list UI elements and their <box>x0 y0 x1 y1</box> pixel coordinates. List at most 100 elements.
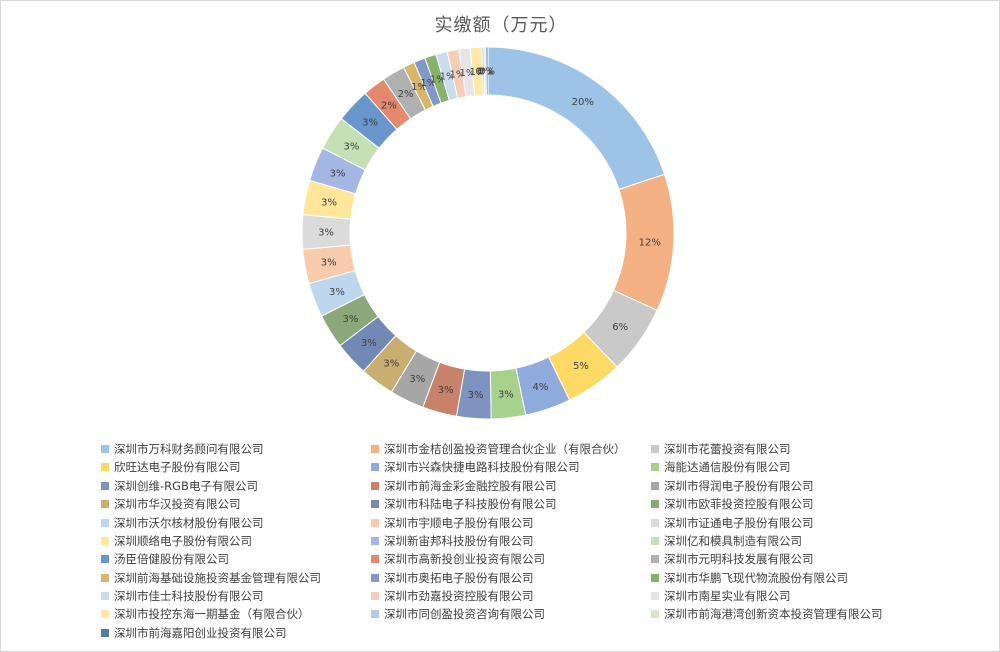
data-label: 1% <box>411 82 427 93</box>
data-label: 1% <box>470 67 486 78</box>
legend-swatch <box>371 445 379 454</box>
data-label: 1% <box>420 78 436 89</box>
legend-item: 深圳市华鹏飞现代物流股份有限公司 <box>651 570 951 586</box>
legend-item: 深圳市前海港湾创新资本投资管理有限公司 <box>651 606 951 622</box>
legend-swatch <box>101 500 109 509</box>
legend-label: 深圳市万科财务顾问有限公司 <box>114 442 264 457</box>
legend-swatch <box>651 445 659 454</box>
legend-label: 深圳前海基础设施投资基金管理有限公司 <box>114 570 321 585</box>
legend-swatch <box>101 463 109 472</box>
legend-label: 深圳市宇顺电子股份有限公司 <box>384 515 534 530</box>
data-label: 4% <box>532 382 548 393</box>
legend-label: 深圳市前海嘉阳创业投资有限公司 <box>114 625 287 640</box>
legend-item: 深圳市沃尔核材股份有限公司 <box>101 515 371 531</box>
data-label: 0% <box>476 67 492 78</box>
legend-label: 深圳市南星实业有限公司 <box>664 589 791 604</box>
legend-item: 深圳顺络电子股份有限公司 <box>101 533 371 549</box>
legend-label: 海能达通信股份有限公司 <box>664 460 791 475</box>
data-label: 2% <box>398 89 414 100</box>
legend-swatch <box>651 463 659 472</box>
data-label: 1% <box>459 68 475 79</box>
donut-slice <box>487 46 666 191</box>
legend-swatch <box>651 555 659 564</box>
legend-label: 深圳市高新投创业投资有限公司 <box>384 552 545 567</box>
legend-swatch <box>371 463 379 472</box>
legend-item: 深圳亿和模具制造有限公司 <box>651 533 951 549</box>
donut-slice <box>485 46 489 96</box>
data-label: 1% <box>430 74 446 85</box>
legend-item: 深圳市佳士科技股份有限公司 <box>101 588 371 604</box>
legend-swatch <box>371 518 379 527</box>
legend-item: 深圳创维-RGB电子有限公司 <box>101 478 371 494</box>
legend-swatch <box>651 500 659 509</box>
legend-label: 深圳创维-RGB电子有限公司 <box>114 478 258 493</box>
legend-swatch <box>371 573 379 582</box>
legend-label: 深圳市欧菲投资控股有限公司 <box>664 497 814 512</box>
data-label: 0% <box>479 67 495 78</box>
data-label: 12% <box>639 237 661 248</box>
legend-item: 深圳市兴森快捷电路科技股份有限公司 <box>371 459 651 475</box>
legend-item: 深圳市前海金彩金融控股有限公司 <box>371 478 651 494</box>
legend-label: 深圳市元明科技发展有限公司 <box>664 552 814 567</box>
legend-item: 深圳市同创盈投资咨询有限公司 <box>371 606 651 622</box>
legend-label: 深圳市花蕾投资有限公司 <box>664 442 791 457</box>
legend-swatch <box>101 445 109 454</box>
legend-swatch <box>101 592 109 601</box>
data-label: 0% <box>477 67 493 78</box>
legend-label: 深圳市沃尔核材股份有限公司 <box>114 515 264 530</box>
data-label: 3% <box>321 258 337 269</box>
data-label: 3% <box>498 390 514 401</box>
legend-label: 深圳新宙邦科技股份有限公司 <box>384 533 534 548</box>
legend-label: 深圳市华鹏飞现代物流股份有限公司 <box>664 570 848 585</box>
legend-item: 深圳市劲嘉投资控股有限公司 <box>371 588 651 604</box>
legend-label: 深圳市得润电子股份有限公司 <box>664 478 814 493</box>
legend-swatch <box>371 610 379 619</box>
legend-label: 深圳市奥拓电子股份有限公司 <box>384 570 534 585</box>
legend-swatch <box>101 628 109 637</box>
data-label: 2% <box>381 100 397 111</box>
legend-item: 深圳市科陆电子科技股份有限公司 <box>371 496 651 512</box>
legend-swatch <box>101 536 109 545</box>
legend-item: 深圳市华汉投资有限公司 <box>101 496 371 512</box>
legend-swatch <box>651 610 659 619</box>
data-label: 3% <box>318 228 334 239</box>
data-label: 5% <box>573 361 589 372</box>
legend-item: 深圳市证通电子股份有限公司 <box>651 515 951 531</box>
data-label: 1% <box>449 69 465 80</box>
legend-item: 深圳市宇顺电子股份有限公司 <box>371 515 651 531</box>
data-label: 3% <box>438 385 454 396</box>
data-label: 3% <box>329 287 345 298</box>
legend-item: 海能达通信股份有限公司 <box>651 459 951 475</box>
chart-title: 实缴额（万元） <box>434 15 568 36</box>
legend-item: 深圳市元明科技发展有限公司 <box>651 551 951 567</box>
legend-swatch <box>371 536 379 545</box>
data-label: 3% <box>330 168 346 179</box>
legend-swatch <box>371 592 379 601</box>
data-label: 3% <box>468 390 484 401</box>
legend-label: 深圳市劲嘉投资控股有限公司 <box>384 589 534 604</box>
data-label: 3% <box>344 141 360 152</box>
legend-label: 汤臣倍健股份有限公司 <box>114 552 229 567</box>
legend: 深圳市万科财务顾问有限公司 深圳市金桔创盈投资管理合伙企业（有限合伙） 深圳市花蕾投… <box>101 441 961 641</box>
legend-label: 深圳市佳士科技股份有限公司 <box>114 589 264 604</box>
data-label: 3% <box>362 117 378 128</box>
legend-swatch <box>651 536 659 545</box>
data-label: 3% <box>409 374 425 385</box>
legend-item: 深圳市金桔创盈投资管理合伙企业（有限合伙） <box>371 441 651 457</box>
legend-item: 深圳市高新投创业投资有限公司 <box>371 551 651 567</box>
data-label: 3% <box>361 338 377 349</box>
donut-chart: 20% 12% 6% 5% 4% 3% 3% 3% 3% 3% 3% 3% 3% 3% 3% 3% 3% 3% 3%… <box>301 46 675 420</box>
legend-swatch <box>371 555 379 564</box>
legend-item: 深圳市花蕾投资有限公司 <box>651 441 951 457</box>
legend-label: 深圳亿和模具制造有限公司 <box>664 533 802 548</box>
legend-item: 深圳市得润电子股份有限公司 <box>651 478 951 494</box>
legend-label: 深圳顺络电子股份有限公司 <box>114 533 252 548</box>
data-label: 3% <box>321 197 337 208</box>
legend-label: 深圳市证通电子股份有限公司 <box>664 515 814 530</box>
data-label: 1% <box>440 72 456 83</box>
legend-label: 深圳市前海金彩金融控股有限公司 <box>384 478 557 493</box>
legend-item: 深圳市万科财务顾问有限公司 <box>101 441 371 457</box>
legend-label: 深圳市前海港湾创新资本投资管理有限公司 <box>664 607 883 622</box>
legend-swatch <box>371 481 379 490</box>
